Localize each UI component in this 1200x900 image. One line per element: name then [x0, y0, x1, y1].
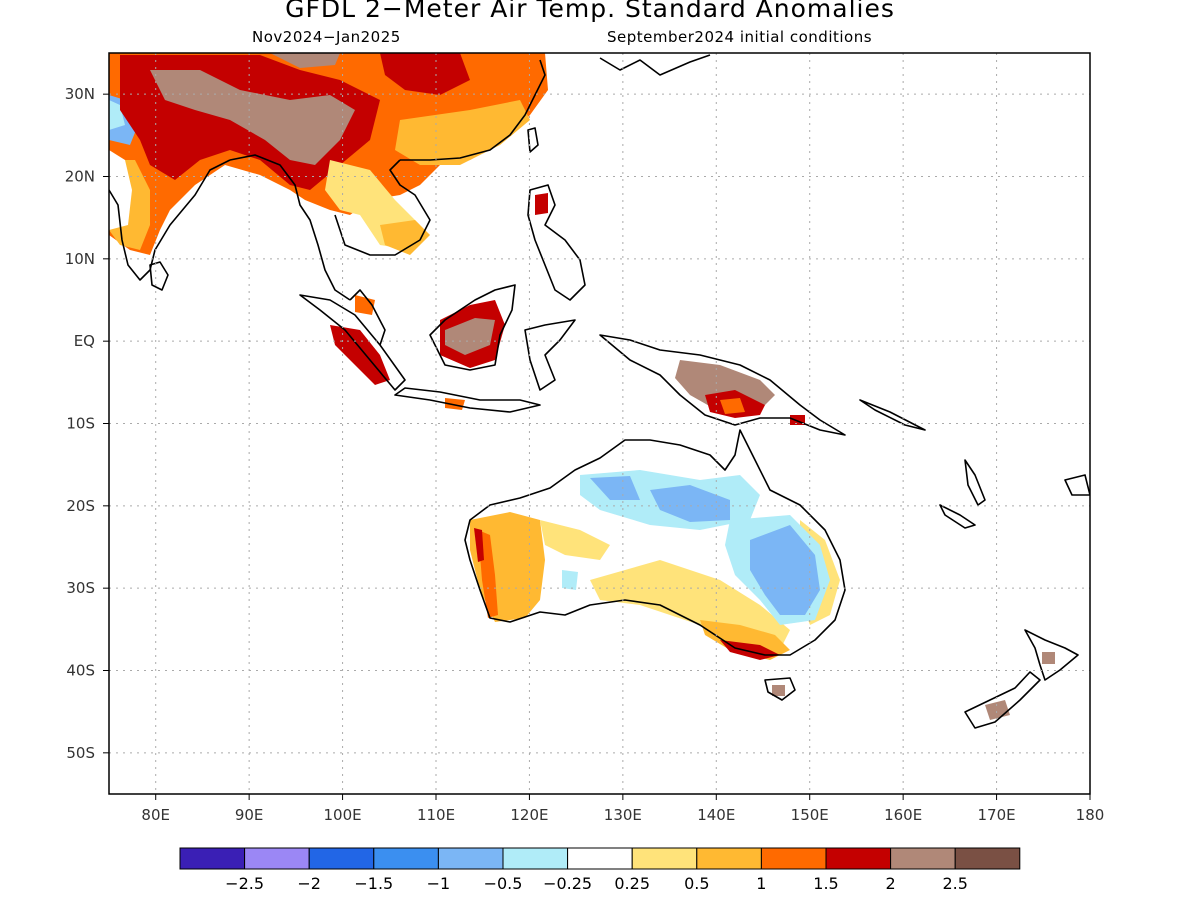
fill-india-west-white [109, 150, 132, 230]
colorbar-swatch [696, 847, 762, 870]
lon-tick-label: 110E [417, 806, 455, 824]
lat-tick-label: 20N [65, 168, 95, 186]
colorbar-label: −0.5 [484, 874, 523, 893]
fill-tasmania-brown [772, 685, 785, 696]
lon-tick-label: 130E [604, 806, 642, 824]
colorbar-swatch [244, 847, 310, 870]
colorbar-swatch [179, 847, 246, 870]
lon-tick-label: 90E [235, 806, 264, 824]
colorbar-label: −2 [297, 874, 321, 893]
coast-sumatra [299, 294, 406, 391]
fill-borneo-brown [445, 318, 495, 355]
lat-tick-label: 30N [65, 85, 95, 103]
coast-sulawesi [524, 319, 576, 391]
lat-tick-label: 20S [66, 497, 95, 515]
colorbar-label: −2.5 [225, 874, 264, 893]
colorbar-swatch [890, 847, 956, 870]
coast-newcaledonia [939, 504, 976, 529]
lat-tick-label: 10S [66, 415, 95, 433]
colorbar-swatch [631, 847, 698, 870]
coast-solomons [859, 399, 926, 431]
colorbar-swatch [567, 847, 633, 870]
lat-tick-label: 40S [66, 662, 95, 680]
colorbar-swatch [308, 847, 375, 870]
fill-east-blue [750, 525, 820, 615]
longitude-ticks: 80E 90E 100E 110E 120E 130E 140E 150E 160E 170E 18… [141, 794, 1104, 824]
colorbar-label: 1 [756, 874, 766, 893]
colorbar-label: −1.5 [354, 874, 393, 893]
gridlines [109, 53, 1090, 794]
colorbar: −2.5 −2 −1.5 −1 −0.5 −0.25 0.25 0.5 1 1.5 2 2.5 [179, 847, 1021, 893]
coast-china [400, 59, 546, 161]
coast-tasmania [764, 677, 796, 701]
lon-tick-label: 170E [978, 806, 1016, 824]
lon-tick-label: 100E [324, 806, 362, 824]
colorbar-label: 1.5 [813, 874, 838, 893]
lon-tick-label: 180 [1076, 806, 1105, 824]
colorbar-swatch [954, 847, 1021, 870]
coast-philippines [527, 184, 586, 301]
colorbar-swatch [502, 847, 569, 870]
fill-sumatra-orange [355, 295, 375, 315]
fill-newguinea-orange [720, 398, 745, 414]
colorbar-swatch [760, 847, 827, 870]
lat-tick-label: 50S [66, 744, 95, 762]
colorbar-swatch [373, 847, 439, 870]
fill-china-brown [270, 53, 340, 68]
colorbar-swatch [437, 847, 504, 870]
coast-fiji [1064, 474, 1090, 496]
coast-indochina [334, 159, 431, 256]
fill-java-orange [445, 398, 465, 410]
lon-tick-label: 120E [510, 806, 548, 824]
lat-tick-label: 30S [66, 579, 95, 597]
fill-asia-yellow-edge [395, 100, 530, 165]
initial-conditions-label: September2024 initial conditions [607, 28, 873, 46]
fill-arabia-lightblue [109, 100, 125, 130]
fill-sumatra-red [330, 325, 390, 385]
coast-borneo [429, 284, 516, 371]
colorbar-swatch [825, 847, 892, 870]
colorbar-label: −0.25 [543, 874, 592, 893]
fill-central-yellow [540, 520, 610, 560]
coast-newguinea [599, 334, 846, 436]
fill-nz-brown [985, 700, 1010, 720]
colorbar-label: −1 [427, 874, 451, 893]
coast-bay-bengal [229, 154, 351, 301]
coast-australia [464, 429, 846, 656]
forecast-period: Nov2024−Jan2025 [252, 28, 401, 46]
coast-nz-south [964, 671, 1041, 729]
map-title: GFDL 2−Meter Air Temp. Standard Anomalie… [285, 0, 895, 23]
fill-interior-lightblue [562, 570, 578, 590]
latitude-ticks: 30N 20N 10N EQ 10S 20S 30S 40S 50S [65, 85, 109, 762]
coast-vanuatu [964, 459, 986, 506]
lat-tick-label: 10N [65, 250, 95, 268]
coast-malay [349, 289, 386, 346]
fill-north-blue [590, 476, 640, 500]
lon-tick-label: 140E [697, 806, 735, 824]
lat-tick-label: EQ [74, 332, 95, 350]
anomaly-fields [109, 53, 1055, 720]
coast-srilanka [149, 261, 169, 291]
colorbar-label: 2 [886, 874, 896, 893]
colorbar-label: 0.25 [614, 874, 650, 893]
coastlines [109, 54, 1090, 729]
fill-wa-coast-red [474, 528, 484, 562]
coast-nz-north [1024, 629, 1079, 681]
fill-philippines-red [535, 193, 548, 215]
fill-indochina-orange [380, 220, 430, 255]
coast-japan-korea [599, 54, 711, 76]
fill-north-blue-2 [650, 485, 730, 522]
colorbar-label: 0.5 [684, 874, 709, 893]
colorbar-label: 2.5 [942, 874, 967, 893]
lon-tick-label: 160E [884, 806, 922, 824]
fill-nz-north-brown [1042, 652, 1055, 664]
lon-tick-label: 150E [791, 806, 829, 824]
lon-tick-label: 80E [141, 806, 170, 824]
coast-java [394, 387, 541, 413]
fill-china-red [380, 53, 470, 95]
